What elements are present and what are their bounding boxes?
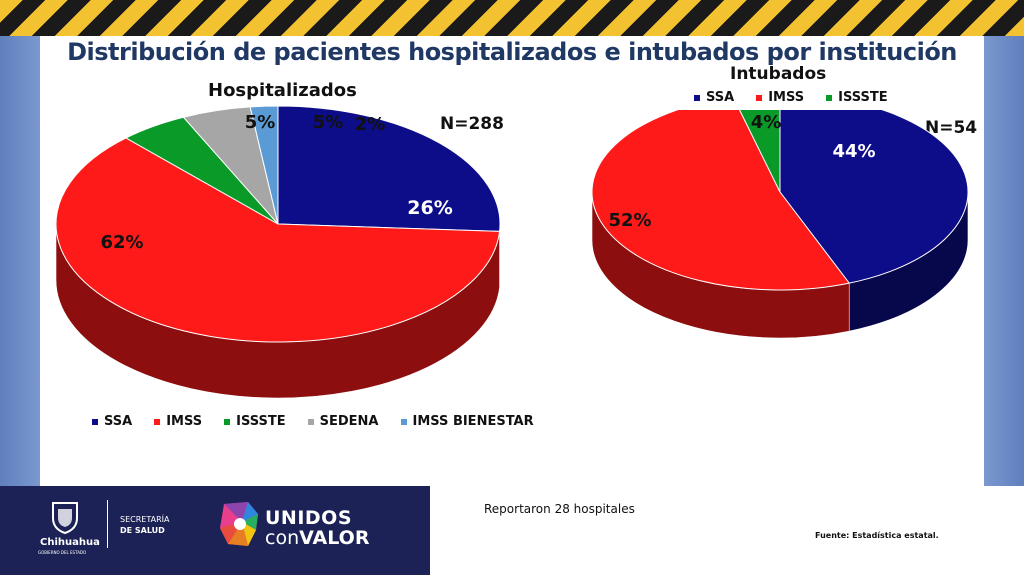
chart-2-title: Intubados — [730, 64, 827, 84]
legend-item-imss-bienestar: IMSS BIENESTAR — [400, 414, 534, 429]
pie-chart-hospitalizados: 26% 62% 5% 5% 2% — [55, 105, 501, 399]
legend-item-sedena: SEDENA — [307, 414, 379, 429]
slogan-con: con — [265, 527, 300, 549]
legend-label: SSA — [706, 90, 735, 105]
chart-1-n-label: N=288 — [440, 114, 504, 134]
legend-swatch — [826, 94, 833, 101]
legend-swatch — [400, 418, 407, 425]
state-name: Chihuahua — [40, 537, 100, 548]
chart-1-legend: SSA IMSS ISSSTE SEDENA IMSS BIENESTAR — [92, 414, 556, 429]
pie-chart-intubados: 44% 52% 4% — [591, 110, 969, 339]
pie-label-imss: 52% — [608, 210, 651, 231]
legend-label: SSA — [104, 414, 133, 429]
chart-1-title: Hospitalizados — [208, 80, 357, 101]
top-stripe — [0, 0, 1024, 36]
legend-swatch — [694, 94, 700, 101]
legend-swatch — [154, 418, 161, 425]
state-sub: GOBIERNO DEL ESTADO — [38, 550, 87, 555]
left-border — [0, 36, 40, 486]
legend-swatch — [756, 94, 763, 101]
legend-label: IMSS BIENESTAR — [412, 414, 534, 429]
legend-item-imss: IMSS — [756, 90, 804, 105]
pie-label-ssa: 44% — [832, 141, 875, 162]
pie-slice-imss — [55, 137, 501, 343]
legend-item-imss: IMSS — [154, 414, 202, 429]
legend-label: IMSS — [768, 90, 805, 105]
source-note: Fuente: Estadística estatal. — [815, 531, 939, 540]
legend-swatch — [307, 418, 314, 425]
pie-slice-issste — [739, 110, 781, 193]
slide-title: Distribución de pacientes hospitalizados… — [67, 38, 957, 66]
legend-swatch — [224, 418, 231, 425]
footer-divider — [107, 500, 108, 548]
legend-label: SEDENA — [319, 414, 379, 429]
slogan-valor: VALOR — [299, 527, 370, 549]
legend-item-issste: ISSSTE — [224, 414, 286, 429]
pie-label-ssa: 26% — [407, 197, 452, 219]
pie-label-sedena: 5% — [313, 112, 344, 133]
legend-swatch — [92, 418, 98, 425]
chart-2-legend: SSA IMSS ISSSTE — [694, 90, 910, 105]
pie-slice-imss-bienestar — [249, 105, 279, 225]
state-map-logo-icon — [220, 502, 258, 546]
legend-label: ISSSTE — [838, 90, 888, 105]
secretaria-line-2: DE SALUD — [120, 526, 165, 535]
legend-item-ssa: SSA — [92, 414, 132, 429]
pie-label-issste: 4% — [751, 112, 782, 133]
state-shield-icon — [52, 502, 78, 534]
hospitals-note: Reportaron 28 hospitales — [484, 502, 635, 516]
chart-2-n-label: N=54 — [925, 118, 978, 138]
pie-label-imss-bienestar: 2% — [355, 114, 386, 135]
legend-item-ssa: SSA — [694, 90, 734, 105]
legend-label: IMSS — [166, 414, 203, 429]
pie-label-issste: 5% — [245, 112, 276, 133]
pie-slice-imss — [591, 110, 851, 291]
pie-slice-ssa — [277, 105, 501, 232]
pie-slice-ssa — [779, 110, 969, 284]
pie-label-imss: 62% — [100, 232, 143, 253]
legend-label: ISSSTE — [236, 414, 286, 429]
legend-item-issste: ISSSTE — [826, 90, 888, 105]
slogan-line-1: UNIDOS — [265, 507, 353, 529]
right-border — [984, 36, 1024, 486]
secretaria-line-1: SECRETARÍA — [120, 515, 170, 524]
